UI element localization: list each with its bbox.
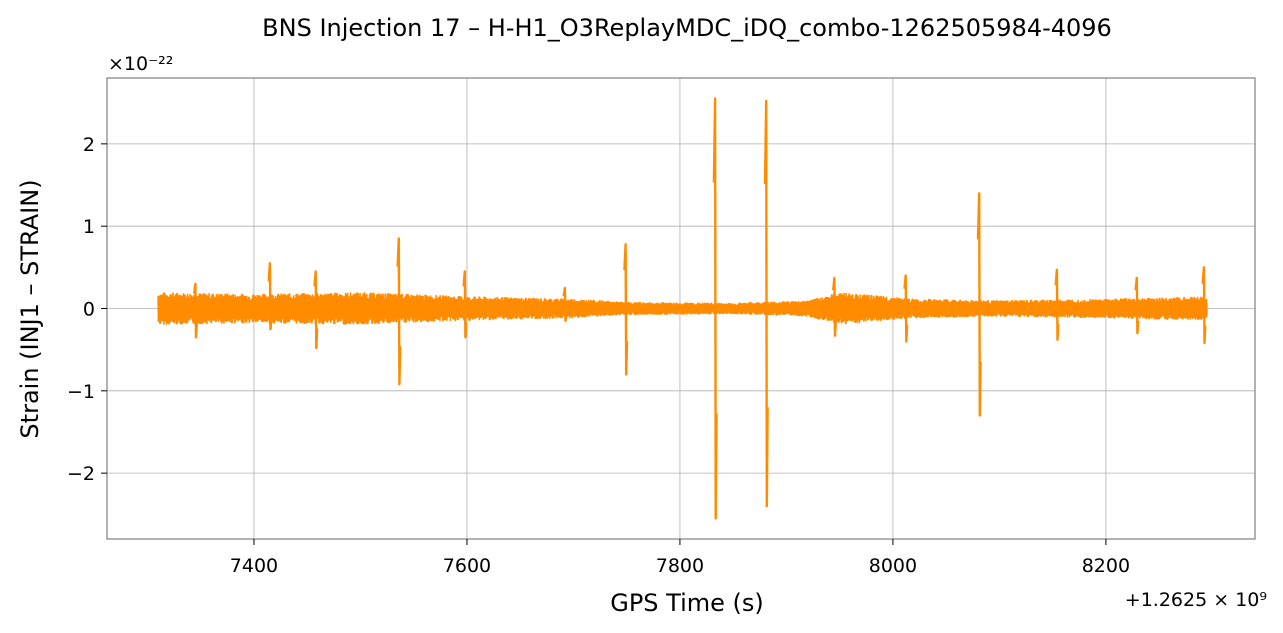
x-tick-label: 7400 [230,555,278,577]
y-tick-label: 0 [83,299,95,321]
glitch-spike [267,262,273,331]
glitch-spike [763,99,769,508]
glitch-spike [313,270,319,350]
y-scale-label: ×10⁻²² [108,53,173,75]
glitch-spike [193,282,198,339]
x-axis-ticks: 7400 7600 7800 8000 8200 [230,539,1130,577]
glitch-spike [1054,268,1060,341]
x-axis-label: GPS Time (s) [610,589,764,617]
y-tick-label: −1 [67,381,95,403]
x-tick-label: 7800 [656,555,704,577]
y-axis-ticks: −2 −1 0 1 2 [67,134,107,485]
glitch-spike [976,192,982,417]
glitch-spike [623,243,629,376]
glitch-spike [712,97,718,520]
x-tick-label: 7600 [443,555,491,577]
glitch-spike [1201,266,1207,345]
glitch-spike [1134,276,1140,335]
y-tick-label: −2 [67,463,95,485]
x-offset-label: +1.2625 × 10⁹ [1125,589,1267,611]
chart-title: BNS Injection 17 – H-H1_O3ReplayMDC_iDQ_… [262,14,1112,42]
glitch-spike [903,274,909,343]
x-tick-label: 8200 [1082,555,1130,577]
y-tick-label: 2 [83,134,95,156]
y-tick-label: 1 [83,216,95,238]
glitch-spike [832,276,837,337]
series-strain [157,97,1208,520]
series-noise-trace [157,292,1208,325]
glitch-spike [462,270,468,339]
glitch-spike [396,237,402,386]
y-axis-label: Strain (INJ1 – STRAIN) [16,179,44,438]
glitch-spike [562,286,568,322]
x-tick-label: 8000 [869,555,917,577]
